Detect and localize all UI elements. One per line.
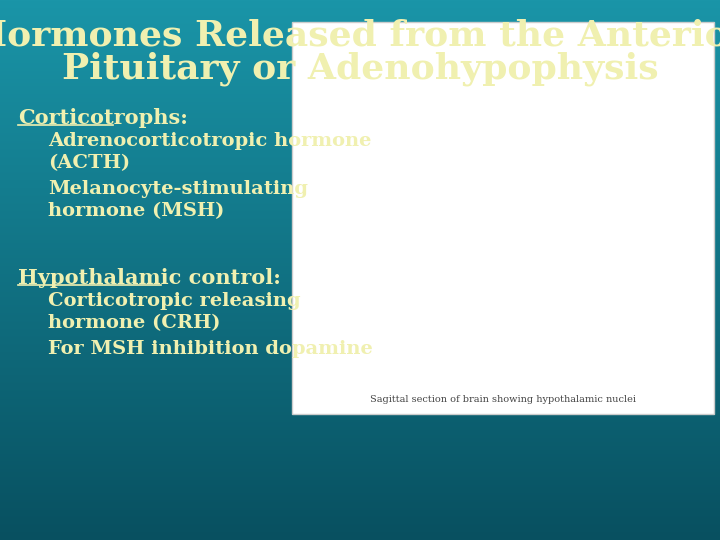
Text: Pituitary or Adenohypophysis: Pituitary or Adenohypophysis xyxy=(62,52,658,86)
Text: Hormones Released from the Anterior: Hormones Released from the Anterior xyxy=(0,18,720,52)
Text: Melanocyte-stimulating
hormone (MSH): Melanocyte-stimulating hormone (MSH) xyxy=(48,180,308,220)
Text: Sagittal section of brain showing hypothalamic nuclei: Sagittal section of brain showing hypoth… xyxy=(370,395,636,404)
Text: For MSH inhibition dopamine: For MSH inhibition dopamine xyxy=(48,340,373,358)
Text: Adrenocorticotropic hormone
(ACTH): Adrenocorticotropic hormone (ACTH) xyxy=(48,132,372,172)
Text: Hypothalamic control:: Hypothalamic control: xyxy=(18,268,281,288)
Bar xyxy=(292,22,714,414)
Text: Corticotropic releasing
hormone (CRH): Corticotropic releasing hormone (CRH) xyxy=(48,292,301,332)
Text: Corticotrophs:: Corticotrophs: xyxy=(18,108,188,128)
